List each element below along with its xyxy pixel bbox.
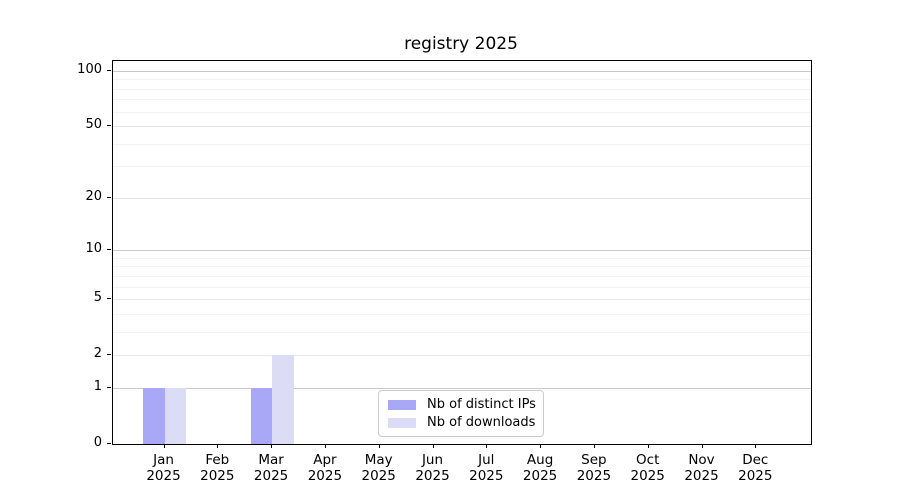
y-tick-mark <box>107 125 111 126</box>
gridline-major <box>113 70 811 72</box>
legend-swatch-downloads-icon <box>388 418 416 428</box>
x-tick-label: Jan 2025 <box>146 452 181 484</box>
y-tick-mark <box>107 354 111 356</box>
gridline-major <box>113 250 811 252</box>
legend-label-distinct-ips: Nb of distinct IPs <box>427 397 536 412</box>
legend-item-downloads: Nb of downloads <box>388 415 536 431</box>
x-tick-label: Jul 2025 <box>469 452 504 484</box>
gridline-minor <box>113 111 811 113</box>
x-tick-label: Aug 2025 <box>522 452 558 484</box>
bar <box>250 387 273 444</box>
gridline-major <box>113 126 811 127</box>
y-tick-mark <box>107 69 111 71</box>
x-tick-label: Sep 2025 <box>576 452 612 484</box>
gridline-minor <box>113 166 811 168</box>
x-tick-mark <box>324 444 326 448</box>
gridline-minor <box>113 286 811 288</box>
x-tick-mark <box>755 444 757 448</box>
gridline-major <box>113 387 811 389</box>
plot-area <box>112 60 812 445</box>
gridline-minor <box>113 257 811 259</box>
y-tick-label: 2 <box>93 346 102 362</box>
legend-swatch-distinct-ips-icon <box>388 400 416 410</box>
legend-label-downloads: Nb of downloads <box>427 415 536 430</box>
x-tick-label: Feb 2025 <box>200 452 235 484</box>
x-tick-label: May 2025 <box>361 452 396 484</box>
gridline-minor <box>113 88 811 90</box>
x-tick-mark <box>163 444 165 448</box>
y-tick-mark <box>107 443 111 444</box>
x-tick-mark <box>647 444 649 448</box>
x-tick-mark <box>217 444 219 448</box>
y-tick-label: 50 <box>85 117 102 132</box>
x-tick-mark <box>271 444 273 448</box>
gridline-major <box>113 355 811 357</box>
gridline-minor <box>113 275 811 277</box>
x-tick-mark <box>701 444 703 448</box>
x-tick-label: Jun 2025 <box>415 452 450 484</box>
gridline-minor <box>113 331 811 333</box>
x-tick-label: Apr 2025 <box>307 452 343 484</box>
x-tick-mark <box>432 444 434 448</box>
gridline-minor <box>113 266 811 268</box>
x-tick-label: Dec 2025 <box>738 452 773 484</box>
x-tick-label: Mar 2025 <box>253 452 289 484</box>
gridline-minor <box>113 143 811 145</box>
bar <box>164 387 186 444</box>
y-tick-mark <box>107 386 111 388</box>
y-tick-label: 10 <box>85 241 102 257</box>
y-tick-label: 20 <box>85 188 102 204</box>
y-tick-label: 100 <box>77 61 102 77</box>
y-tick-mark <box>107 249 111 251</box>
gridline-minor <box>113 99 811 101</box>
legend: Nb of distinct IPs Nb of downloads <box>378 390 544 437</box>
x-tick-mark <box>593 444 595 448</box>
x-tick-mark <box>486 444 488 448</box>
y-tick-mark <box>107 298 111 300</box>
bar <box>143 387 165 444</box>
gridline-major <box>113 197 811 199</box>
y-tick-label: 0 <box>93 435 102 450</box>
x-tick-label: Nov 2025 <box>684 452 719 484</box>
chart-title: registry 2025 <box>404 34 518 54</box>
y-tick-mark <box>107 196 111 198</box>
gridline-major <box>113 299 811 301</box>
gridline-minor <box>113 79 811 81</box>
x-tick-mark <box>378 444 380 448</box>
x-tick-label: Oct 2025 <box>630 452 665 484</box>
x-tick-mark <box>540 444 542 448</box>
gridline-minor <box>113 313 811 315</box>
y-tick-label: 1 <box>93 378 102 394</box>
y-tick-label: 5 <box>93 290 102 306</box>
bar <box>272 355 294 444</box>
legend-item-distinct-ips: Nb of distinct IPs <box>388 397 536 413</box>
